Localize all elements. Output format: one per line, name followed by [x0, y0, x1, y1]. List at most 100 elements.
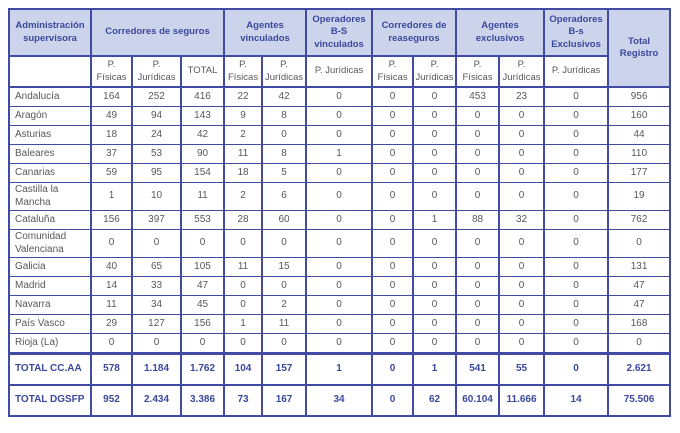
value-cell: 0: [498, 182, 546, 211]
value-cell: 0: [543, 257, 610, 277]
subheader-row: P. Físicas P. Jurídicas TOTAL P. Físicas…: [8, 55, 670, 88]
value-cell: 42: [261, 86, 308, 107]
value-cell: 154: [179, 163, 226, 183]
value-cell: 0: [455, 229, 501, 258]
value-cell: 0: [261, 333, 308, 354]
value-cell: 0: [261, 276, 308, 296]
value-cell: 0: [455, 295, 501, 315]
value-cell: 164: [90, 86, 133, 107]
value-cell: 252: [131, 86, 182, 107]
header-agentes-exclusivos: Agentes exclusivos: [455, 8, 546, 57]
value-cell: 0: [455, 276, 501, 296]
subheader-cell: P. Jurídicas: [131, 55, 182, 88]
value-cell: 65: [131, 257, 182, 277]
value-cell: 0: [305, 163, 374, 183]
table-row: País Vasco 29 127 156 1 11 0 0 0 0 0 0 168: [8, 314, 672, 334]
value-cell: 11: [90, 295, 133, 315]
value-cell: 0: [455, 257, 501, 277]
value-cell: 11: [179, 182, 226, 211]
value-cell: 1: [305, 144, 374, 164]
value-cell: 2.434: [131, 384, 182, 417]
value-cell: 157: [261, 352, 308, 386]
value-cell: 88: [455, 210, 501, 230]
total-row: TOTAL DGSFP 952 2.434 3.386 73 167 34 0 62 60.104…: [8, 384, 672, 417]
value-cell: 1: [90, 182, 133, 211]
region-cell: Baleares: [8, 144, 92, 164]
subheader-cell: P. Físicas: [371, 55, 415, 88]
value-cell: 0: [498, 295, 546, 315]
value-cell: 1: [412, 210, 458, 230]
value-cell: 143: [179, 106, 226, 126]
value-cell: 541: [455, 352, 501, 386]
table-body: Andalucía 164 252 416 22 42 0 0 0 453 23 0 956 Aragón…: [8, 86, 672, 417]
subheader-cell: P. Físicas: [455, 55, 501, 88]
table-row: Baleares 37 53 90 11 8 1 0 0 0 0 0 110: [8, 144, 672, 164]
value-cell: 0: [412, 125, 458, 145]
value-cell: 60: [261, 210, 308, 230]
value-cell: 15: [261, 257, 308, 277]
value-cell: 416: [179, 86, 226, 107]
value-cell: 0: [498, 229, 546, 258]
value-cell: 0: [543, 229, 610, 258]
subheader-cell: P. Jurídicas: [543, 55, 610, 88]
table-row: Canarias 59 95 154 18 5 0 0 0 0 0 0 177: [8, 163, 672, 183]
value-cell: 0: [371, 86, 415, 107]
value-cell: 0: [455, 163, 501, 183]
value-cell: 90: [179, 144, 226, 164]
value-cell: 0: [412, 86, 458, 107]
value-cell: 0: [412, 276, 458, 296]
header-corredores-seguros: Corredores de seguros: [89, 8, 226, 57]
value-cell: 160: [607, 106, 672, 126]
value-cell: 23: [498, 86, 546, 107]
value-cell: 0: [412, 295, 458, 315]
subheader-cell: TOTAL: [179, 55, 226, 88]
value-cell: 0: [412, 314, 458, 334]
table-row: Madrid 14 33 47 0 0 0 0 0 0 0 0 47: [8, 276, 672, 296]
value-cell: 0: [498, 276, 546, 296]
region-cell: Navarra: [8, 295, 92, 315]
value-cell: 0: [412, 106, 458, 126]
value-cell: 10: [131, 182, 182, 211]
value-cell: 11: [223, 257, 264, 277]
value-cell: 177: [607, 163, 672, 183]
value-cell: 11: [223, 144, 264, 164]
value-cell: 0: [371, 125, 415, 145]
table-row: Galicia 40 65 105 11 15 0 0 0 0 0 0 131: [8, 257, 672, 277]
subheader-empty: [8, 55, 92, 88]
value-cell: 0: [261, 229, 308, 258]
subheader-cell: P. Físicas: [223, 55, 264, 88]
value-cell: 0: [543, 295, 610, 315]
value-cell: 0: [543, 210, 610, 230]
value-cell: 24: [131, 125, 182, 145]
value-cell: 0: [455, 314, 501, 334]
subheader-cell: P. Jurídicas: [498, 55, 546, 88]
value-cell: 0: [371, 295, 415, 315]
value-cell: 47: [607, 276, 672, 296]
value-cell: 0: [223, 229, 264, 258]
value-cell: 9: [223, 106, 264, 126]
value-cell: 0: [412, 229, 458, 258]
region-cell: Cataluña: [8, 210, 92, 230]
value-cell: 14: [90, 276, 133, 296]
value-cell: 2: [223, 125, 264, 145]
value-cell: 2.621: [607, 352, 672, 386]
value-cell: 167: [261, 384, 308, 417]
value-cell: 0: [607, 333, 672, 354]
value-cell: 0: [179, 229, 226, 258]
subheader-cell: P. Jurídicas: [412, 55, 458, 88]
value-cell: 0: [371, 352, 415, 386]
value-cell: 0: [543, 182, 610, 211]
value-cell: 1.762: [179, 352, 226, 386]
mediators-registry-table: Administración supervisora Corredores de…: [8, 8, 672, 417]
value-cell: 762: [607, 210, 672, 230]
value-cell: 1: [305, 352, 374, 386]
value-cell: 0: [305, 210, 374, 230]
region-cell: Comunidad Valenciana: [8, 229, 92, 258]
region-cell: Andalucía: [8, 86, 92, 107]
value-cell: 0: [371, 210, 415, 230]
value-cell: 0: [455, 144, 501, 164]
value-cell: 29: [90, 314, 133, 334]
header-admin-supervisora: Administración supervisora: [8, 8, 92, 57]
value-cell: 0: [131, 333, 182, 354]
value-cell: 0: [498, 257, 546, 277]
